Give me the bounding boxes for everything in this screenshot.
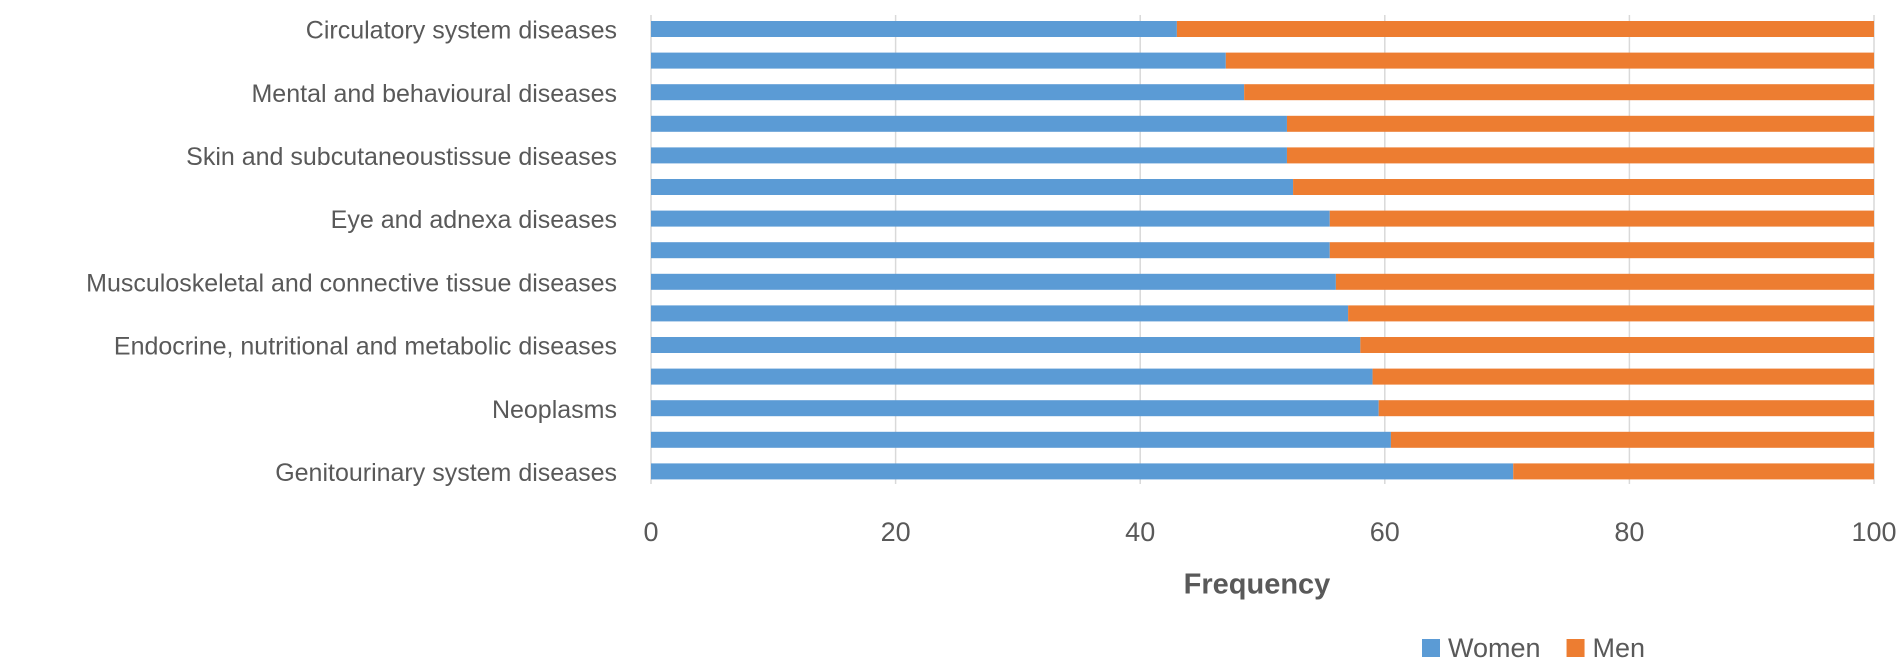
x-tick-label: 0: [643, 517, 658, 547]
legend-swatch: [1422, 639, 1440, 657]
bar-segment: [651, 368, 1373, 385]
legend-label: Men: [1593, 633, 1646, 663]
y-tick-label: Musculoskeletal and connective tissue di…: [86, 269, 617, 297]
y-tick-label: Neoplasms: [492, 396, 617, 424]
bar-segment: [1286, 147, 1874, 164]
bar-segment: [651, 147, 1287, 164]
legend-swatch: [1566, 639, 1585, 657]
bar-segment: [1176, 21, 1874, 37]
bar-segment: [1244, 84, 1874, 101]
bar-segment: [1348, 305, 1874, 322]
bar-segment: [1225, 52, 1874, 69]
bar-segment: [651, 463, 1514, 480]
bar-segment: [651, 21, 1177, 37]
bar-segment: [1513, 463, 1874, 480]
bar-segment: [1360, 337, 1874, 353]
bar-segment: [651, 179, 1294, 195]
bar-segment: [651, 400, 1379, 417]
bar-segment: [651, 210, 1330, 227]
x-tick-label: 40: [1125, 517, 1155, 547]
bar-segment: [1335, 273, 1874, 290]
x-tick-label: 100: [1851, 517, 1896, 547]
legend-label: Women: [1448, 633, 1541, 663]
y-tick-label: Mental and behavioural diseases: [251, 80, 617, 108]
y-tick-label: Endocrine, nutritional and metabolic dis…: [114, 333, 617, 361]
bar-segment: [651, 242, 1330, 259]
bar-segment: [651, 52, 1226, 69]
y-tick-label: Genitourinary system diseases: [275, 459, 617, 487]
bar-segment: [1293, 179, 1874, 195]
x-tick-label: 60: [1370, 517, 1400, 547]
bar-segment: [651, 305, 1349, 322]
bar-segment: [1378, 400, 1874, 417]
y-tick-label: Circulatory system diseases: [306, 17, 617, 45]
bar-segment: [1329, 210, 1874, 227]
bar-segment: [651, 115, 1287, 132]
bar-segment: [1390, 431, 1874, 448]
y-tick-label: Eye and adnexa diseases: [331, 206, 617, 234]
x-axis-title: Frequency: [1184, 569, 1331, 601]
bar-segment: [651, 431, 1391, 448]
bar-segment: [651, 337, 1361, 353]
bar-segment: [1372, 368, 1874, 385]
bar-segment: [651, 84, 1245, 101]
x-tick-label: 20: [881, 517, 911, 547]
x-tick-label: 80: [1614, 517, 1644, 547]
bar-segment: [1286, 115, 1874, 132]
bar-segment: [1329, 242, 1874, 259]
y-tick-label: Skin and subcutaneoustissue diseases: [186, 143, 617, 171]
bar-segment: [651, 273, 1336, 290]
